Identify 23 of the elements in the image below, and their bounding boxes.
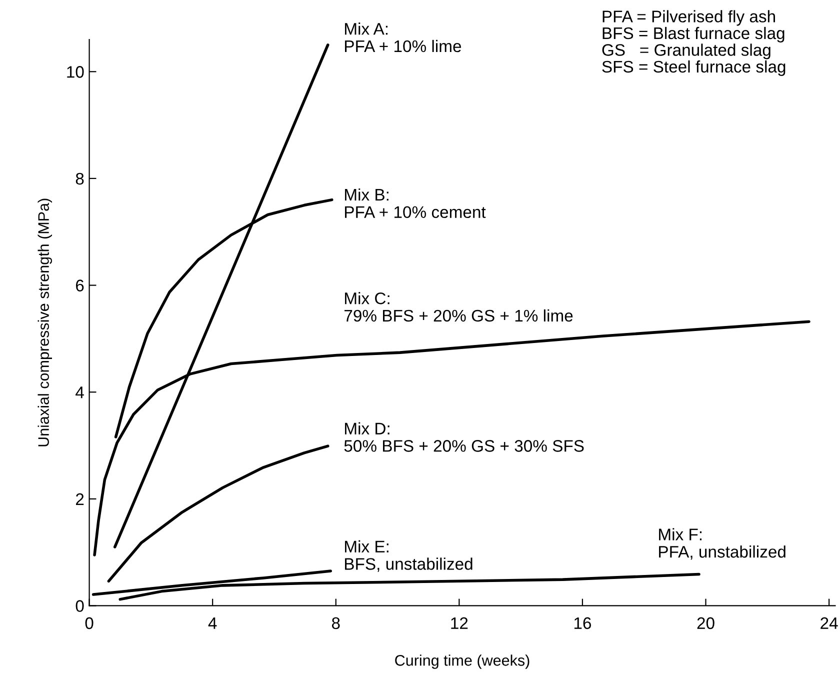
y-tick-label: 4 — [76, 386, 84, 398]
annotation: Mix C: 79% BFS + 20% GS + 1% lime — [344, 292, 573, 322]
x-tick-label: 20 — [697, 617, 714, 630]
x-tick-label: 12 — [451, 617, 468, 629]
annotation: Mix A: PFA + 10% lime — [345, 22, 462, 52]
x-tick-label: 4 — [208, 617, 217, 629]
y-tick-label: 8 — [76, 172, 84, 185]
x-tick-label: 24 — [820, 617, 838, 629]
x-tick-label: 0 — [85, 617, 94, 630]
y-tick-label: 0 — [76, 600, 84, 612]
y-tick-label: 2 — [76, 493, 84, 505]
y-tick-label: 6 — [76, 280, 84, 292]
annotation: Mix D: 50% BFS + 20% GS + 30% SFS — [344, 422, 584, 452]
x-axis-title: Curing time (weeks) — [395, 654, 530, 669]
annotation: Mix F: PFA, unstabilized — [659, 528, 786, 560]
annotation: PFA = Pilverised fly ash BFS = Blast furnace slag GS = Granulated slag SFS = Steel furnace slag — [602, 10, 786, 76]
annotation: Mix E: BFS, unstabilized — [345, 540, 472, 572]
x-tick-label: 8 — [332, 617, 340, 630]
y-tick-label: 10 — [67, 66, 84, 78]
annotation: Mix B: PFA + 10% cement — [345, 188, 486, 218]
x-tick-label: 16 — [574, 617, 591, 630]
line-series — [107, 444, 330, 583]
y-axis-title: Uniaxial compressive strength (MPa) — [38, 198, 52, 446]
